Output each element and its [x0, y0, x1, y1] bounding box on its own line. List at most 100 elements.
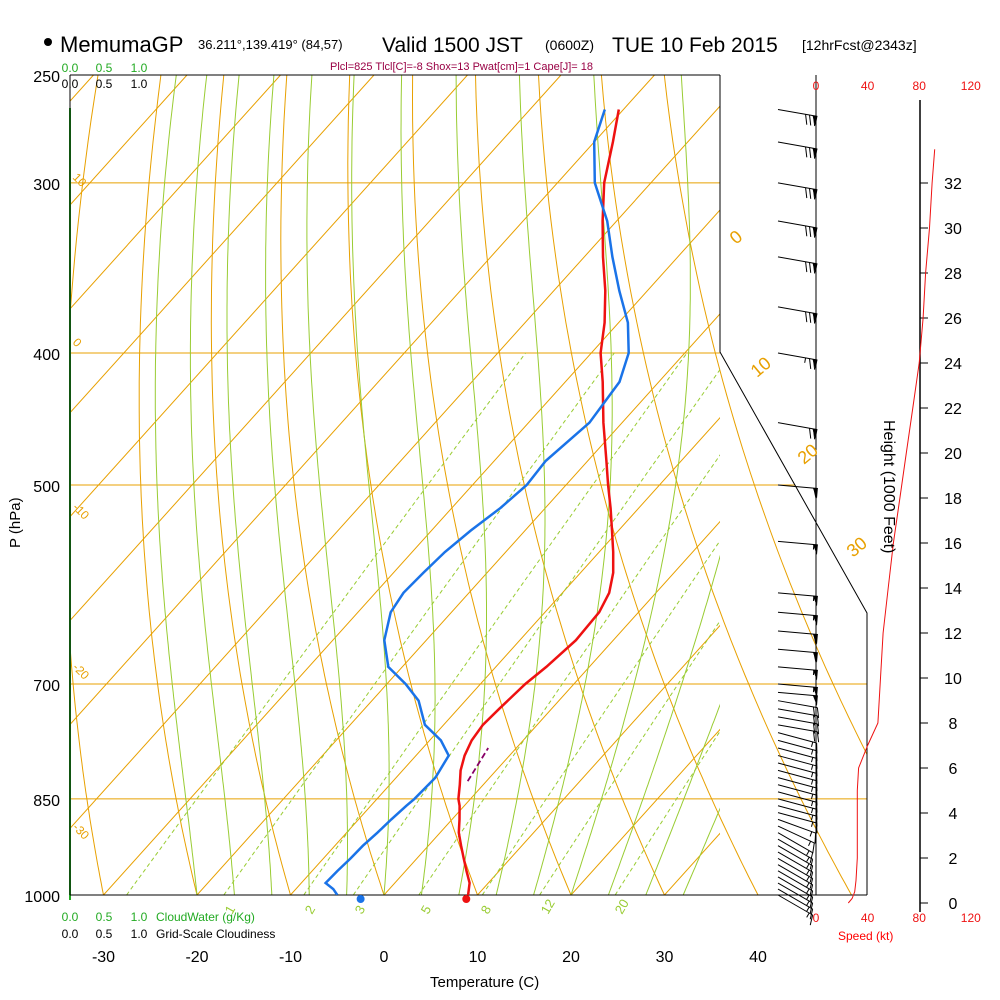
moist-adiabat-line — [306, 75, 348, 895]
moist-adiabat-line — [495, 75, 546, 895]
cloudiness-tick-bottom: 0.5 — [96, 927, 113, 941]
wind-barb-half — [806, 912, 810, 918]
stability-indices: Plcl=825 Tlcl[C]=-8 Shox=13 Pwat[cm]=1 C… — [330, 61, 593, 73]
wind-barb-shaft — [777, 666, 818, 671]
wind-barb — [777, 592, 818, 607]
station-marker-icon — [44, 38, 52, 46]
cloudwater-tick-bottom: 0.5 — [96, 910, 113, 924]
temperature-line — [457, 109, 621, 895]
valid-time: Valid 1500 JST — [382, 34, 523, 57]
wind-barb-shaft — [777, 798, 817, 810]
mixing-ratio-line — [126, 352, 527, 895]
temperature-tick-label: -10 — [279, 949, 302, 966]
plot-right-border — [719, 75, 868, 895]
speed-tick-bottom: 120 — [961, 911, 981, 925]
wind-barb — [777, 851, 814, 883]
wind-barb-full — [812, 227, 816, 238]
wind-barb — [777, 888, 814, 920]
wind-barb-shaft — [777, 708, 818, 717]
temperature-tick-label: 10 — [469, 949, 487, 966]
moist-adiabat-line — [400, 75, 436, 895]
cloudiness-tick-bottom: 1.0 — [131, 927, 148, 941]
mixing-ratio-label: 12 — [538, 896, 558, 916]
wind-barb-shaft — [777, 851, 813, 873]
cloudwater-tick-bottom: 0.0 — [62, 910, 79, 924]
wind-barb-shaft — [777, 857, 813, 879]
wind-barb-shaft — [777, 747, 817, 759]
wind-barb-full — [805, 114, 808, 125]
cloud-tick-labels: 0.0 0.0 0.5 0.5 1.0 1.0 0.0 0.0 0.5 0.5 1.0 1.0 — [62, 61, 148, 941]
dry-adiabat-line — [536, 75, 774, 895]
temperature-axis-label: Temperature (C) — [430, 974, 539, 991]
wind-barb — [777, 864, 814, 895]
isotherm-line — [70, 105, 720, 830]
wind-barb-half — [810, 786, 814, 792]
height-tick-label: 26 — [944, 311, 962, 328]
moist-adiabat-line — [226, 75, 273, 895]
height-tick-label: 10 — [944, 671, 962, 688]
wind-barb — [777, 666, 818, 681]
cloudwater-tick-top: 0.0 — [62, 61, 79, 75]
wind-barb-half — [810, 801, 814, 807]
wind-barb-shaft — [777, 769, 817, 782]
dry-adiabat-line — [661, 75, 867, 895]
moist-adiabat-line — [265, 75, 310, 895]
wind-barb-shaft — [777, 592, 818, 597]
surface-temperature-point — [462, 895, 471, 903]
height-tick-label: 28 — [944, 266, 962, 283]
wind-barb-shaft — [777, 220, 818, 229]
wind-barb-full — [805, 311, 808, 323]
wind-barb-half — [806, 894, 810, 900]
temperature-tick-labels: -30 -20 -10 0 10 20 30 40 — [92, 949, 767, 966]
wind-barb — [777, 818, 817, 844]
wind-barb-shaft — [777, 256, 818, 265]
station-name: MemumaGP — [60, 32, 183, 57]
wind-barb — [777, 708, 820, 727]
isotherm-line — [290, 417, 720, 895]
wind-barb-shaft — [777, 700, 818, 709]
wind-barb-full — [812, 313, 816, 324]
wind-barb-half — [810, 749, 814, 755]
wind-barb-shaft — [777, 888, 813, 910]
wind-barb — [777, 484, 818, 499]
parcel-segment — [466, 747, 489, 782]
moist-adiabat-line — [189, 75, 235, 895]
height-tick-label: 18 — [944, 491, 962, 508]
wind-barb-half — [810, 772, 814, 778]
wind-barb-shaft — [777, 732, 817, 744]
mixing-ratio-line — [481, 539, 720, 895]
pressure-tick-label: 300 — [33, 177, 60, 194]
cloudwater-label: CloudWater (g/Kg) — [156, 910, 255, 924]
wind-barb-half — [810, 793, 814, 800]
wind-barb-half — [810, 764, 814, 770]
wind-barb-full — [812, 263, 816, 274]
wind-barb-shaft — [777, 540, 818, 546]
pressure-tick-label: 700 — [33, 678, 60, 695]
wind-barb — [777, 683, 818, 698]
wind-barb-half — [810, 779, 814, 785]
wind-barb-half — [806, 876, 810, 881]
wind-barb-full — [812, 115, 816, 127]
speed-tick-top: 40 — [861, 79, 875, 93]
wind-barb-shaft — [777, 724, 818, 733]
dry-adiabat-line — [474, 75, 679, 895]
speed-tick-bottom: 80 — [913, 911, 927, 925]
pressure-tick-label: 500 — [33, 479, 60, 496]
mixing-ratio-line — [539, 620, 720, 895]
moist-adiabat-line — [570, 75, 691, 895]
wind-barb-shaft — [777, 755, 817, 767]
temperature-tick-label: -20 — [185, 949, 208, 966]
wind-barb-full — [809, 114, 812, 126]
wind-barb — [777, 732, 818, 754]
speed-axis-label: Speed (kt) — [838, 929, 893, 943]
speed-tick-top: 0 — [813, 79, 820, 93]
wind-speed-line — [847, 149, 936, 904]
wind-barb-full — [816, 707, 820, 719]
wind-barb-shaft — [777, 791, 817, 803]
temperature-tick-label: 40 — [749, 949, 767, 966]
wind-barb-full — [816, 715, 820, 727]
wind-barb-half — [806, 900, 810, 906]
wind-barb-full — [805, 146, 808, 158]
